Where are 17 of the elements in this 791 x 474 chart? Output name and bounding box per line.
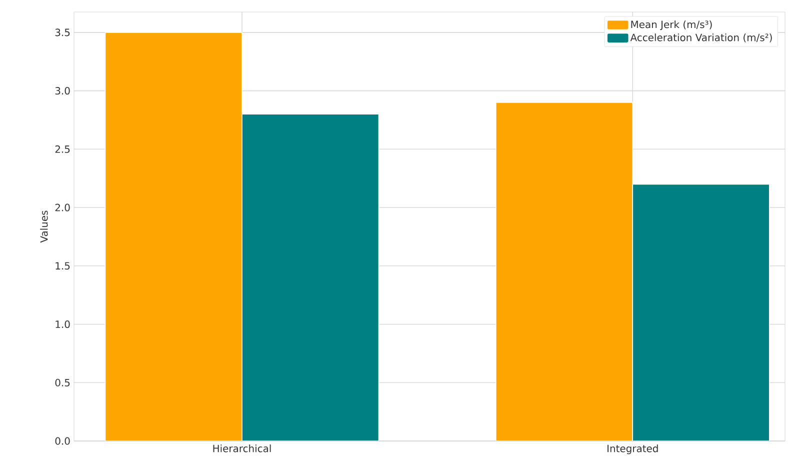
y-tick-label: 2.0 [55,204,70,212]
y-tick-label: 2.5 [55,145,70,153]
y-axis-title: Values [40,210,48,243]
x-tick-label: Integrated [608,444,658,454]
bar [242,114,380,441]
y-tick-label: 1.0 [56,320,70,328]
y-tick-label: 3.0 [55,87,70,95]
y-tick-label: 1.5 [56,262,70,270]
bar [104,32,242,441]
y-tick-label: 3.5 [55,28,70,36]
legend-label: Mean Jerk (m/s³) [631,20,712,30]
legend-label: Acceleration Variation (m/s²) [630,34,772,42]
bar [632,184,770,441]
y-tick-label: 0.0 [55,437,70,445]
y-tick-label: 0.5 [55,378,70,386]
bar [496,102,634,441]
x-tick-label: Hierarchical [213,444,271,452]
